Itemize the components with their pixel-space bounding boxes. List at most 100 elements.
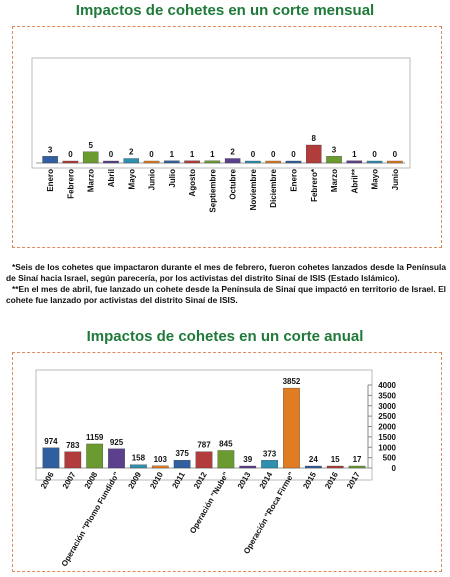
bar <box>326 465 344 469</box>
bar <box>123 158 140 164</box>
data-label: 375 <box>175 449 189 458</box>
bar <box>245 160 261 164</box>
bar <box>42 156 58 164</box>
y-tick-label: 3000 <box>378 402 396 411</box>
bar <box>305 144 322 164</box>
y-tick-label: 4000 <box>378 381 396 390</box>
bar <box>283 387 300 469</box>
bar <box>224 158 241 164</box>
y-tick-label: 500 <box>383 454 397 463</box>
data-label: 24 <box>309 455 318 464</box>
data-label: 1159 <box>86 433 104 442</box>
x-tick-label: Agosto <box>188 169 197 197</box>
y-tick-label: 2500 <box>378 412 396 421</box>
x-tick-label: Mayo <box>127 169 136 190</box>
data-label: 3 <box>48 145 53 154</box>
x-tick-label: Febrero* <box>310 168 319 202</box>
chart-title: Impactos de cohetes en un corte mensual <box>75 2 375 19</box>
chart-frame <box>12 26 442 248</box>
y-tick-label: 3500 <box>378 391 396 400</box>
bar <box>348 465 366 469</box>
data-label: 3852 <box>283 377 301 386</box>
bar <box>103 160 119 164</box>
x-tick-label: Julio <box>168 169 177 188</box>
data-label: 783 <box>66 441 80 450</box>
bar <box>143 160 160 164</box>
data-label: 0 <box>251 150 256 159</box>
bar <box>164 160 180 164</box>
note: *Seis de los cohetes que impactaron dura… <box>6 262 446 283</box>
x-tick-label: Junio <box>148 169 157 190</box>
y-tick-label: 0 <box>392 464 397 473</box>
x-tick-label: Noviembre <box>249 168 258 210</box>
notes: *Seis de los cohetes que impactaron dura… <box>6 262 446 306</box>
bar <box>326 156 342 164</box>
x-tick-label: Mayo <box>371 169 380 190</box>
bar <box>108 448 125 469</box>
data-label: 158 <box>132 454 146 463</box>
data-label: 15 <box>331 455 340 464</box>
data-label: 0 <box>372 150 377 159</box>
data-label: 0 <box>149 150 154 159</box>
data-label: 2 <box>230 148 235 157</box>
chart-title: Impactos de cohetes en un corte anual <box>86 328 364 345</box>
bar <box>261 460 278 469</box>
x-tick-label: Diciembre <box>269 168 278 207</box>
x-tick-label: Abril <box>107 169 116 187</box>
y-tick-label: 2000 <box>378 423 396 432</box>
bar <box>204 160 221 164</box>
bar <box>62 160 79 164</box>
data-label: 1 <box>352 150 357 159</box>
bar <box>217 450 235 469</box>
bar <box>304 465 322 469</box>
bar <box>285 160 302 164</box>
y-tick-label: 1000 <box>378 443 396 452</box>
x-tick-label: Enero <box>289 169 298 192</box>
bar <box>387 160 403 164</box>
data-label: 39 <box>243 455 252 464</box>
data-label: 1 <box>170 150 175 159</box>
bar <box>239 465 257 469</box>
data-label: 0 <box>291 150 296 159</box>
data-label: 373 <box>263 449 277 458</box>
bar <box>64 451 82 469</box>
bar <box>346 160 363 164</box>
data-label: 2 <box>129 148 134 157</box>
x-tick-label: Marzo <box>330 169 339 192</box>
x-tick-label: Abril** <box>350 168 359 193</box>
data-label: 787 <box>197 441 211 450</box>
plot-frame <box>31 57 411 169</box>
data-label: 925 <box>110 438 124 447</box>
data-label: 8 <box>312 134 317 143</box>
data-label: 1 <box>210 150 215 159</box>
bar <box>195 451 213 469</box>
x-tick-label: Septiembre <box>208 168 217 212</box>
bar <box>151 465 169 469</box>
x-tick-label: Enero <box>46 169 55 192</box>
data-label: 0 <box>271 150 276 159</box>
data-label: 0 <box>393 150 398 159</box>
bar <box>42 447 60 469</box>
data-label: 0 <box>109 150 114 159</box>
bar <box>366 160 383 164</box>
data-label: 3 <box>332 145 337 154</box>
bar <box>265 160 281 164</box>
bar <box>82 151 99 164</box>
data-label: 974 <box>44 437 58 446</box>
data-label: 845 <box>219 439 233 448</box>
x-tick-label: Junio <box>391 169 400 190</box>
bar <box>130 464 147 469</box>
data-label: 17 <box>353 455 362 464</box>
chart-frame <box>12 352 442 572</box>
bar <box>86 443 104 469</box>
bar <box>184 160 200 164</box>
data-label: 103 <box>154 455 168 464</box>
note: **En el mes de abril, fue lanzado un coh… <box>6 284 446 305</box>
data-label: 0 <box>68 150 73 159</box>
x-tick-label: Marzo <box>87 169 96 192</box>
data-label: 5 <box>88 141 93 150</box>
x-tick-label: Octubre <box>229 168 238 199</box>
bar <box>173 460 191 469</box>
